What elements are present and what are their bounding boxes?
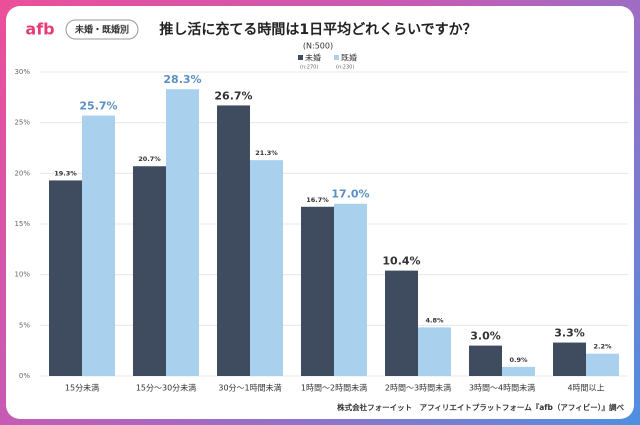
tag: 未婚・既婚別 <box>74 24 129 36</box>
bar <box>469 345 502 376</box>
value-label: 17.0% <box>331 188 369 201</box>
legend-swatch <box>298 55 303 60</box>
legend-sample: (n:230) <box>336 65 354 71</box>
value-label: 3.3% <box>554 327 585 340</box>
bar <box>49 180 82 376</box>
bar <box>418 327 451 376</box>
y-tick-label: 25% <box>14 119 30 127</box>
x-tick-label: 15分未満 <box>65 383 99 393</box>
bar <box>553 342 586 376</box>
value-label: 2.2% <box>593 343 612 351</box>
x-tick-label: 3時間～4時間未満 <box>469 383 535 393</box>
bar <box>502 366 535 376</box>
y-tick-label: 15% <box>14 220 30 228</box>
subtitle: (N:500) <box>303 42 333 51</box>
legend-swatch <box>334 55 339 60</box>
bar <box>385 270 418 376</box>
value-label: 4.8% <box>425 316 444 324</box>
bar <box>301 206 334 376</box>
legend-label: 既婚 <box>341 53 357 63</box>
bar <box>82 115 115 376</box>
bar <box>334 203 367 376</box>
bar <box>217 105 250 376</box>
chart-title: 推し活に充てる時間は1日平均どれくらいですか？ <box>159 21 476 38</box>
y-tick-label: 20% <box>14 169 30 177</box>
value-label: 19.3% <box>54 169 77 177</box>
legend-label: 未婚 <box>305 53 321 63</box>
value-label: 3.0% <box>470 330 501 343</box>
value-label: 10.4% <box>382 255 420 268</box>
logo: afb <box>25 20 54 39</box>
value-label: 28.3% <box>163 73 201 86</box>
tag-box <box>65 19 139 40</box>
value-label: 0.9% <box>509 356 528 364</box>
value-label: 26.7% <box>214 89 252 102</box>
x-tick-label: 1時間～2時間未満 <box>301 383 367 393</box>
value-label: 20.7% <box>138 155 161 163</box>
source: 株式会社フォーイット アフィリエイトプラットフォーム『afb（アフィビー）』調べ <box>337 402 624 412</box>
bar <box>586 353 619 376</box>
x-tick-label: 30分～1時間未満 <box>218 383 281 393</box>
y-tick-label: 0% <box>19 372 30 380</box>
value-label: 25.7% <box>79 100 117 113</box>
bar <box>166 89 199 376</box>
legend-sample: (n:270) <box>300 65 318 71</box>
x-tick-label: 2時間～3時間未満 <box>385 383 451 393</box>
x-tick-label: 4時間以上 <box>567 384 604 393</box>
bar <box>133 166 166 376</box>
bar <box>250 160 283 376</box>
y-tick-label: 30% <box>14 68 30 76</box>
value-label: 21.3% <box>255 149 278 157</box>
y-tick-label: 10% <box>14 271 30 279</box>
y-tick-label: 5% <box>19 321 30 329</box>
x-tick-label: 15分～30分未満 <box>136 383 196 393</box>
value-label: 16.7% <box>306 196 329 204</box>
